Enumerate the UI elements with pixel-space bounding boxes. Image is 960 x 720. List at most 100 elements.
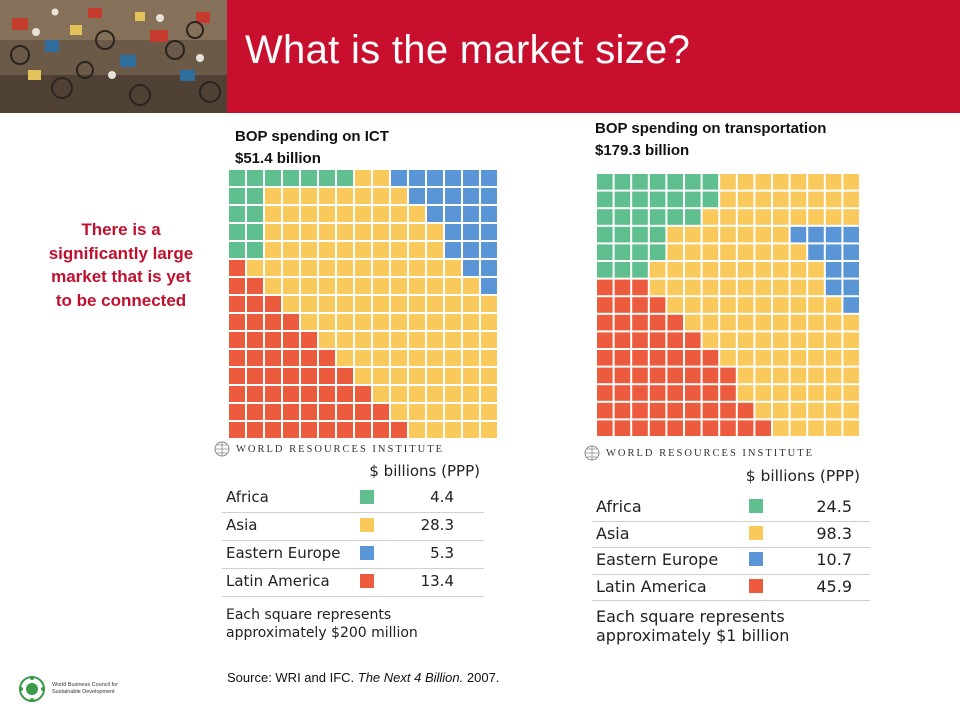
transport-square-africa [649,191,666,208]
ict-square-asia [427,350,443,366]
transport-square-latin-america [597,367,613,384]
transport-square-asia [843,350,859,366]
ict-square-asia [247,260,263,276]
transport-square-asia [737,191,754,208]
ict-square-asia [427,278,443,294]
transport-square-latin-america [597,279,613,296]
ict-square-asia [283,206,299,222]
transport-square-asia [790,262,807,278]
ict-square-asia [301,188,317,204]
transport-square-asia [825,385,842,401]
ict-square-latin-america [229,278,245,294]
ict-square-latin-america [373,422,389,438]
transport-square-latin-america [649,367,666,384]
transport-square-latin-america [667,420,683,436]
ict-square-asia [301,314,317,330]
ict-square-asia [337,224,353,240]
ict-square-asia [265,260,281,276]
ict-square-asia [373,350,389,366]
ict-square-eastern-europe [481,242,497,258]
transport-square-asia [755,297,771,313]
transport-square-africa [597,174,613,190]
ict-square-latin-america [265,332,281,348]
transport-square-asia [790,332,807,348]
ict-square-asia [319,206,335,222]
transport-square-asia [755,191,771,208]
transport-square-asia [808,420,824,436]
transport-square-latin-america [667,367,683,384]
ict-square-asia [427,422,443,438]
ict-square-latin-america [247,296,263,312]
transport-chart-heading: BOP spending on transportation $179.3 bi… [595,118,826,162]
ict-square-latin-america [229,332,245,348]
transport-square-eastern-europe [825,279,842,296]
transport-square-asia [737,209,754,225]
ict-square-eastern-europe [463,170,479,186]
ict-square-latin-america [229,368,245,384]
transport-square-latin-america [614,332,631,348]
ict-square-asia [301,242,317,258]
ict-square-asia [445,404,461,420]
transport-square-asia [825,350,842,366]
ict-square-africa [301,170,317,186]
ict-square-eastern-europe [463,260,479,276]
ict-square-asia [427,386,443,402]
ict-legend-region: Latin America [226,572,330,590]
wri-globe-icon [584,445,600,461]
ict-square-asia [445,314,461,330]
ict-square-asia [463,386,479,402]
ict-square-asia [391,278,407,294]
ict-square-asia [319,188,335,204]
transport-square-asia [685,244,701,260]
transport-legend-row: Asia 98.3 [592,521,870,548]
ict-square-asia [319,296,335,312]
transport-square-asia [755,385,771,401]
transport-square-latin-america [649,314,666,331]
ict-square-asia [301,260,317,276]
transport-legend-value: 10.7 [816,550,852,569]
ict-square-eastern-europe [409,170,425,186]
hero-photo [0,0,227,113]
ict-square-eastern-europe [463,188,479,204]
ict-square-latin-america [319,422,335,438]
ict-square-latin-america [301,368,317,384]
transport-square-latin-america [649,420,666,436]
ict-legend-swatch [360,518,374,532]
transport-square-asia [720,174,736,190]
transport-square-asia [808,209,824,225]
ict-square-latin-america [391,422,407,438]
transport-square-asia [790,209,807,225]
transport-square-latin-america [720,420,736,436]
ict-legend-value: 4.4 [430,488,454,506]
ict-square-eastern-europe [409,188,425,204]
ict-square-latin-america [229,314,245,330]
transport-square-asia [773,244,789,260]
transport-chart-total: $179.3 billion [595,142,690,159]
transport-square-africa [632,244,648,260]
transport-square-asia [843,209,859,225]
transport-square-asia [773,314,789,331]
transport-square-asia [755,367,771,384]
transport-square-latin-america [685,420,701,436]
ict-square-eastern-europe [445,188,461,204]
transport-square-eastern-europe [843,279,859,296]
ict-square-asia [319,278,335,294]
ict-square-asia [355,368,371,384]
transport-square-latin-america [685,402,701,419]
transport-square-asia [843,367,859,384]
wri-globe-icon [214,441,230,457]
ict-square-asia [391,260,407,276]
transport-square-asia [702,314,719,331]
wbcsd-emblem-icon [19,676,45,702]
ict-square-asia [409,422,425,438]
ict-square-latin-america [337,386,353,402]
transport-square-africa [632,209,648,225]
ict-legend-region: Asia [226,516,258,534]
ict-square-latin-america [301,386,317,402]
transport-square-asia [843,332,859,348]
transport-square-latin-america [649,402,666,419]
ict-wri-logo: WORLD RESOURCES INSTITUTE [214,441,444,457]
ict-square-latin-america [229,296,245,312]
transport-square-asia [808,262,824,278]
ict-square-latin-america [265,314,281,330]
